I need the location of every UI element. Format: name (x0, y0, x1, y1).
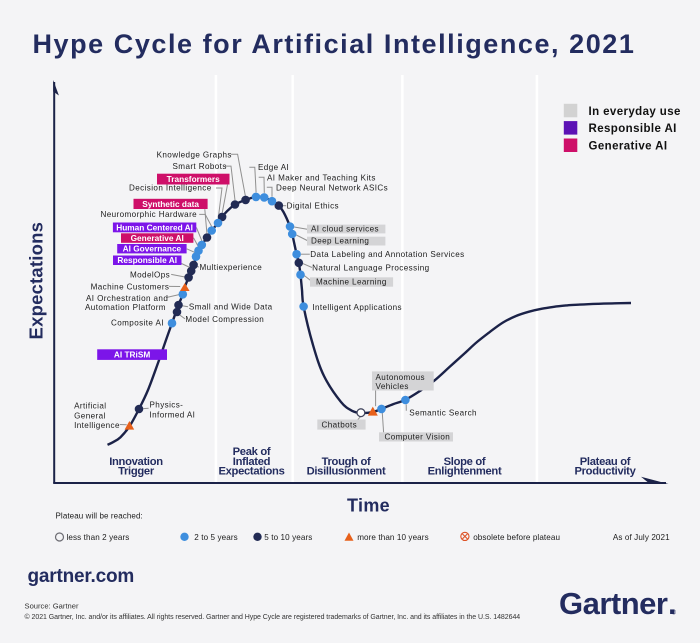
svg-text:Trough of: Trough of (322, 456, 371, 468)
svg-text:Responsible AI: Responsible AI (589, 123, 677, 135)
svg-text:Enlightenment: Enlightenment (428, 466, 502, 478)
svg-text:Natural Language Processing: Natural Language Processing (312, 263, 429, 272)
svg-text:Model Compression: Model Compression (185, 315, 264, 324)
svg-text:Transformers: Transformers (167, 174, 220, 184)
svg-text:Computer Vision: Computer Vision (385, 433, 451, 442)
svg-text:© 2021 Gartner, Inc. and/or it: © 2021 Gartner, Inc. and/or its affiliat… (25, 613, 521, 621)
svg-text:ModelOps: ModelOps (130, 270, 170, 279)
svg-text:Deep Neural Network ASICs: Deep Neural Network ASICs (276, 183, 388, 192)
svg-text:Vehicles: Vehicles (376, 382, 409, 391)
svg-text:AI Orchestration and: AI Orchestration and (86, 294, 168, 303)
svg-text:Productivity: Productivity (574, 466, 636, 478)
svg-text:2 to 5 years: 2 to 5 years (194, 533, 238, 542)
svg-text:AI Maker and Teaching Kits: AI Maker and Teaching Kits (267, 173, 376, 182)
svg-text:Time: Time (347, 496, 390, 516)
svg-text:General: General (74, 411, 106, 420)
svg-text:obsolete before plateau: obsolete before plateau (473, 533, 560, 542)
svg-text:Semantic Search: Semantic Search (409, 409, 477, 418)
svg-text:As of July 2021: As of July 2021 (613, 533, 670, 542)
svg-text:Small and Wide Data: Small and Wide Data (189, 302, 273, 311)
svg-text:Decision Intelligence: Decision Intelligence (129, 184, 212, 193)
svg-text:Intelligence: Intelligence (74, 421, 120, 430)
svg-text:Hype Cycle for Artificial Inte: Hype Cycle for Artificial Intelligence, … (33, 29, 636, 59)
svg-text:Artificial: Artificial (74, 402, 106, 411)
svg-text:Knowledge Graphs: Knowledge Graphs (157, 150, 232, 159)
svg-text:Machine Customers: Machine Customers (91, 282, 170, 291)
svg-text:Expectations: Expectations (26, 222, 47, 340)
svg-text:Inflated: Inflated (233, 456, 271, 468)
svg-text:Disillusionment: Disillusionment (307, 466, 386, 478)
svg-text:Multiexperience: Multiexperience (200, 263, 263, 272)
svg-text:Physics-: Physics- (150, 401, 184, 410)
svg-text:Trigger: Trigger (118, 466, 155, 478)
svg-text:.: . (668, 586, 677, 621)
svg-text:Neuromorphic Hardware: Neuromorphic Hardware (101, 210, 198, 219)
svg-text:Chatbots: Chatbots (322, 420, 358, 429)
svg-text:Human Centered AI: Human Centered AI (116, 222, 193, 232)
svg-text:Gartner: Gartner (559, 586, 668, 621)
svg-text:Deep Learning: Deep Learning (311, 236, 369, 245)
svg-text:®: ® (672, 610, 677, 617)
svg-text:Expectations: Expectations (218, 466, 284, 478)
svg-text:Intelligent Applications: Intelligent Applications (312, 303, 402, 312)
svg-text:Edge AI: Edge AI (258, 163, 289, 172)
svg-text:gartner.com: gartner.com (28, 566, 135, 587)
svg-text:Responsible AI: Responsible AI (117, 255, 177, 265)
svg-text:Source: Gartner: Source: Gartner (25, 601, 79, 610)
svg-text:AI TRiSM: AI TRiSM (114, 350, 151, 360)
svg-text:more than 10 years: more than 10 years (357, 533, 429, 542)
svg-text:Autonomous: Autonomous (376, 373, 425, 382)
svg-text:Smart Robots: Smart Robots (173, 162, 227, 171)
svg-text:Generative AI: Generative AI (131, 233, 184, 243)
svg-text:AI Governance: AI Governance (123, 244, 182, 254)
svg-text:Data Labeling and Annotation S: Data Labeling and Annotation Services (310, 250, 464, 259)
svg-text:Peak of: Peak of (233, 446, 271, 458)
svg-text:Innovation: Innovation (109, 456, 163, 468)
svg-text:Composite AI: Composite AI (111, 318, 164, 327)
svg-text:Automation Platform: Automation Platform (85, 303, 166, 312)
svg-text:Machine Learning: Machine Learning (316, 277, 387, 286)
svg-text:Synthetic data: Synthetic data (142, 199, 199, 209)
svg-text:Plateau of: Plateau of (580, 456, 631, 468)
svg-text:In everyday use: In everyday use (589, 106, 681, 118)
svg-text:5 to 10 years: 5 to 10 years (264, 533, 312, 542)
svg-text:Informed AI: Informed AI (150, 410, 196, 419)
svg-text:Generative AI: Generative AI (589, 140, 668, 152)
svg-text:Plateau will be reached:: Plateau will be reached: (56, 512, 143, 521)
svg-text:AI cloud services: AI cloud services (311, 224, 379, 233)
svg-text:Slope of: Slope of (444, 456, 486, 468)
svg-text:less than 2 years: less than 2 years (67, 533, 130, 542)
svg-text:Digital Ethics: Digital Ethics (287, 202, 339, 211)
